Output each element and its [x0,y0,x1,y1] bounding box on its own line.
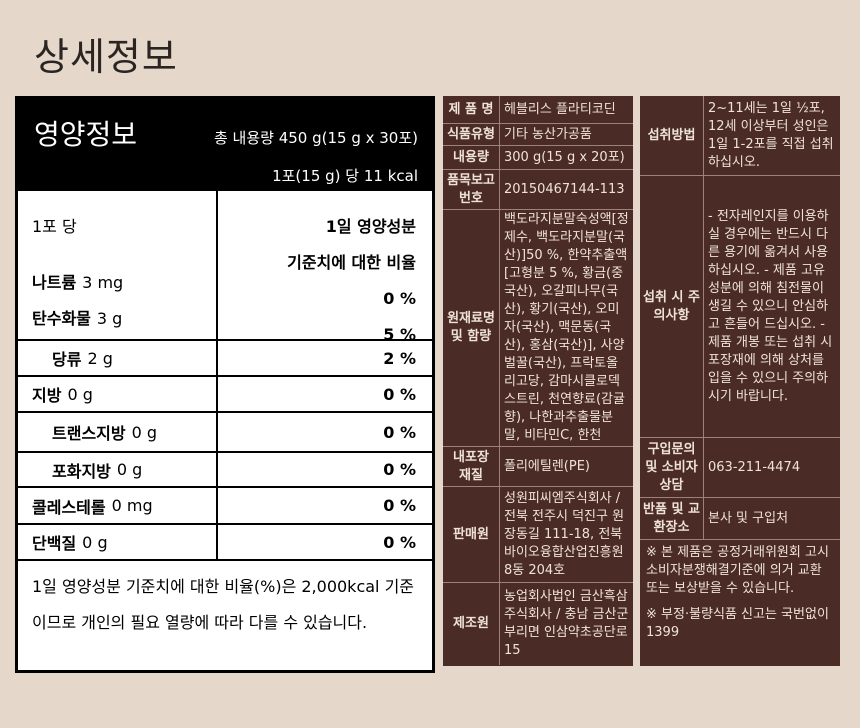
nutrient-name: 트랜스지방 [52,424,126,443]
info-value: 본사 및 구입처 [708,510,789,526]
nutrient-name: 콜레스테롤 [32,497,106,517]
nutrient-amount: 0 g [131,422,158,442]
product-info-table: 제 품 명 헤블리스 플라티코딘 식품유형 기타 농산가공품 내용량 300 g(15 g… [443,96,633,666]
nutrient-row: 콜레스테롤 0 mg 0 % [18,486,432,523]
nutrient-dv: 0 % [383,384,416,404]
info-label: 섭취방법 [640,96,704,175]
info-label: 품목보고 번호 [443,170,500,209]
info-row: 제 품 명 헤블리스 플라티코딘 [443,96,633,124]
nutrient-row: 나트륨 3 mg [32,273,124,292]
info-label: 구입문의 및 소비자상담 [640,438,704,497]
info-row: 내포장 재질 폴리에틸렌(PE) [443,447,633,487]
per-serving: 1포 당 [32,217,77,236]
nutrient-amount: 0 g [67,384,93,404]
info-value: 2~11세는 1일 ½포, 12세 이상부터 성인은 1일 1-2포를 직접 섭… [708,100,834,170]
nutrition-header: 영양정보 총 내용량 450 g(15 g x 30포) 1포(15 g) 당 … [18,99,432,191]
nutrition-footnote: 1일 영양성분 기준치에 대한 비율(%)은 2,000kcal 기준이므로 개… [18,559,432,649]
calories: 1포(15 g) 당 11 kcal [272,167,418,185]
info-value: 헤블리스 플라티코딘 [504,101,616,117]
info-row: 섭취방법 2~11세는 1일 ½포, 12세 이상부터 성인은 1일 1-2포를 … [640,96,840,176]
nutrient-row: 단백질 0 g 0 % [18,523,432,559]
info-row: 원재료명 및 함량 백도라지분말숙성액[정제수, 백도라지분말(국산)]50 %,… [443,210,633,447]
info-value: 기타 농산가공품 [504,126,592,142]
info-label: 판매원 [443,487,500,582]
info-value: 백도라지분말숙성액[정제수, 백도라지분말(국산)]50 %, 한약추출액[고형… [504,212,629,443]
info-row: 품목보고 번호 20150467144-113 [443,170,633,210]
nutrient-dv: 0 % [383,496,416,515]
info-row: 제조원 농업회사법인 금산흑삼주식회사 / 충남 금산군 부리면 인삼약초공단로 … [443,583,633,665]
info-value: 농업회사법인 금산흑삼주식회사 / 충남 금산군 부리면 인삼약초공단로 15 [504,589,629,658]
nutrient-name: 포화지방 [52,461,111,481]
info-label: 원재료명 및 함량 [443,210,500,446]
info-label: 내용량 [443,146,500,169]
nutrient-row: 트랜스지방 0 g 0 % [18,411,432,451]
info-row: 섭취 시 주의사항 - 전자레인지를 이용하실 경우에는 반드시 다른 용기에 옮… [640,176,840,438]
nutrient-amount: 2 g [87,348,113,368]
nutrient-dv: 2 % [383,348,416,368]
info-label: 식품유형 [443,124,500,145]
nutrient-dv: 0 % [383,460,416,479]
info-value: 063-211-4474 [708,459,801,475]
nutrient-row: 지방 0 g 0 % [18,375,432,411]
info-row: 반품 및 교환장소 본사 및 구입처 [640,498,840,540]
usage-info-table: 섭취방법 2~11세는 1일 ½포, 12세 이상부터 성인은 1일 1-2포를 … [640,96,840,666]
info-row: 판매원 성원피씨엠주식회사 / 전북 전주시 덕진구 원장동길 111-18, 전… [443,487,633,583]
dv-header: 1일 영양성분 [325,217,416,236]
info-label: 제 품 명 [443,96,500,123]
nutrient-dv: 0 % [383,289,416,308]
nutrient-dv: 0 % [383,532,416,552]
nutrient-name: 당류 [52,350,82,369]
nutrient-amount: 0 mg [111,496,153,515]
nutrient-dv: 0 % [383,422,416,442]
nutrient-row: 당류 2 g 2 % [18,339,432,375]
nutrient-name: 단백질 [32,534,77,553]
info-row: 식품유형 기타 농산가공품 [443,124,633,146]
info-value: 성원피씨엠주식회사 / 전북 전주시 덕진구 원장동길 111-18, 전북바이… [504,490,625,578]
info-label: 제조원 [443,583,500,665]
info-row: 구입문의 및 소비자상담 063-211-4474 [640,438,840,498]
nutrient-name: 지방 [32,386,62,405]
nutrition-facts: 영양정보 총 내용량 450 g(15 g x 30포) 1포(15 g) 당 … [15,96,435,673]
nutrient-amount: 0 g [116,460,143,479]
page-title: 상세정보 [34,35,178,79]
nutrient-amount: 0 g [82,532,108,552]
info-label: 섭취 시 주의사항 [640,176,704,437]
notice-text: ※ 부정·불량식품 신고는 국번없이 1399 [646,607,829,640]
info-value: 20150467144-113 [504,181,625,197]
info-label: 반품 및 교환장소 [640,498,704,539]
info-label: 내포장 재질 [443,447,500,486]
nutrition-block: 1포 당 나트륨 3 mg 탄수화물 3 g 1일 영양성분 기준치에 대한 비율 … [18,191,432,344]
nutrient-row: 탄수화물 3 g [32,309,123,328]
total-amount: 총 내용량 450 g(15 g x 30포) [213,129,418,147]
info-value: 300 g(15 g x 20포) [504,149,625,165]
info-value: 폴리에틸렌(PE) [504,458,590,474]
nutrient-row: 포화지방 0 g 0 % [18,451,432,486]
notice-text: ※ 본 제품은 공정거래위원회 고시 소비자분쟁해결기준에 의거 교환 또는 보… [646,545,829,596]
info-value: - 전자레인지를 이용하실 경우에는 반드시 다른 용기에 옮겨서 사용하십시오… [708,208,833,404]
nutrition-heading: 영양정보 [34,118,138,151]
info-row: 내용량 300 g(15 g x 20포) [443,146,633,170]
dv-header: 기준치에 대한 비율 [287,253,416,272]
